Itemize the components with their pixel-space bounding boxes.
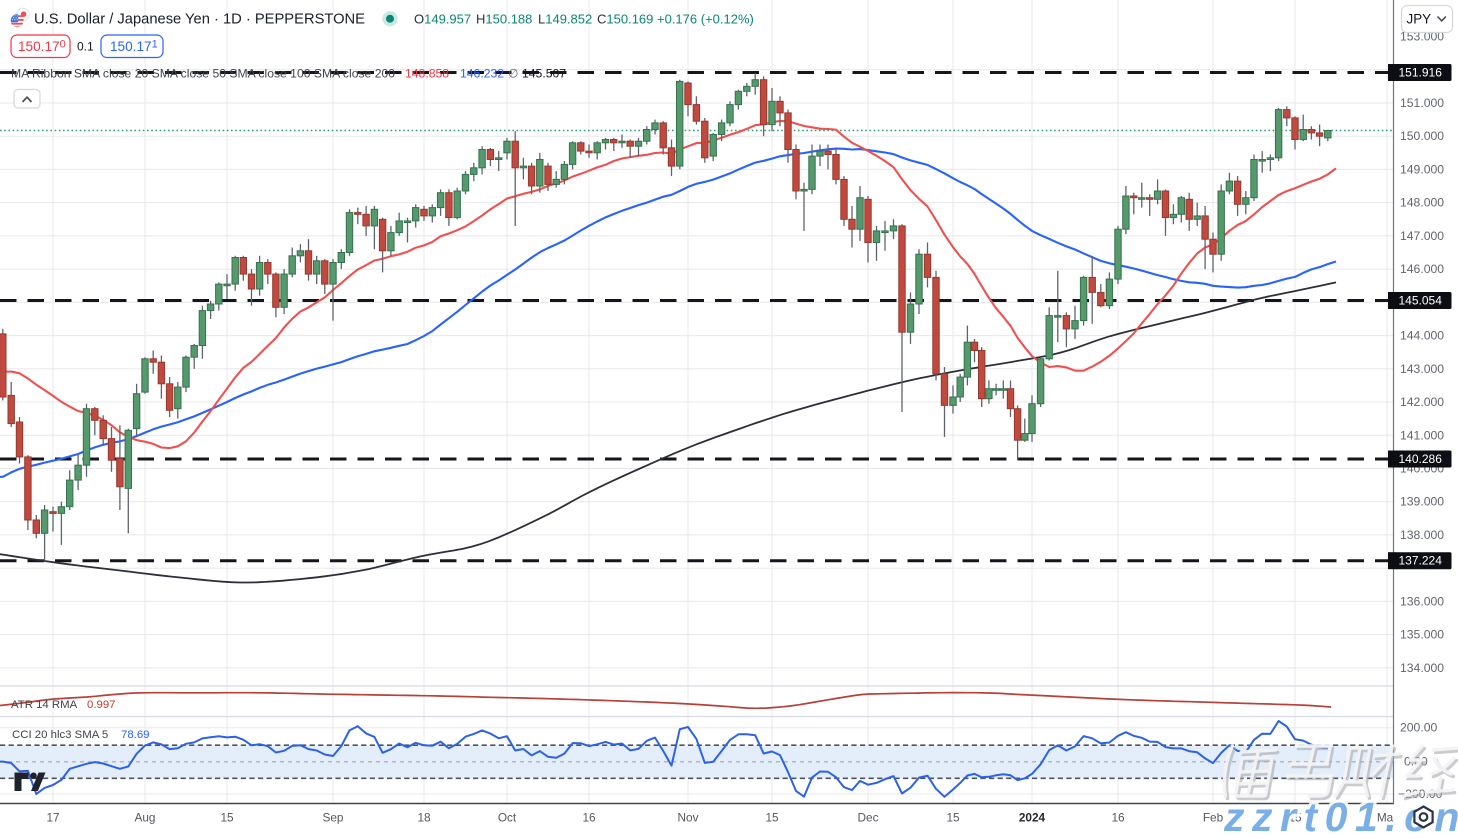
svg-text:146.000: 146.000 <box>1400 262 1444 276</box>
svg-text:150.000: 150.000 <box>1400 129 1444 143</box>
svg-text:2024: 2024 <box>1019 811 1046 825</box>
svg-text:CCI 20 hlc3 SMA 5: CCI 20 hlc3 SMA 5 <box>12 729 108 741</box>
svg-text:Nov: Nov <box>678 811 699 825</box>
svg-text:140.286: 140.286 <box>1399 452 1443 466</box>
svg-text:16: 16 <box>582 811 596 825</box>
svg-text:Dec: Dec <box>858 811 879 825</box>
svg-text:141.000: 141.000 <box>1400 428 1444 442</box>
svg-text:150.170: 150.170 <box>18 39 66 55</box>
svg-text:15: 15 <box>765 811 779 825</box>
svg-text:151.000: 151.000 <box>1400 96 1444 110</box>
svg-text:H150.188: H150.188 <box>476 12 532 27</box>
svg-text:144.000: 144.000 <box>1400 329 1444 343</box>
svg-text:134.000: 134.000 <box>1400 661 1444 675</box>
svg-text:C150.169: C150.169 <box>597 12 653 27</box>
svg-text:136.000: 136.000 <box>1400 594 1444 608</box>
svg-text:15: 15 <box>946 811 960 825</box>
svg-text:143.000: 143.000 <box>1400 362 1444 376</box>
svg-text:Oct: Oct <box>498 811 517 825</box>
svg-text:MA Ribbon SMA close 20 SMA clo: MA Ribbon SMA close 20 SMA close 50 SMA … <box>11 67 395 81</box>
svg-text:16: 16 <box>1111 811 1125 825</box>
svg-text:Aug: Aug <box>135 811 156 825</box>
svg-text:148.000: 148.000 <box>1400 196 1444 210</box>
svg-text:U.S. Dollar / Japanese Yen · 1: U.S. Dollar / Japanese Yen · 1D · PEPPER… <box>34 12 365 28</box>
svg-text:151.916: 151.916 <box>1399 66 1443 80</box>
svg-text:150.171: 150.171 <box>110 39 158 55</box>
svg-text:L149.852: L149.852 <box>538 12 592 27</box>
svg-text:15: 15 <box>1288 811 1302 825</box>
svg-text:O149.957: O149.957 <box>414 12 471 27</box>
svg-text:78.69: 78.69 <box>121 729 150 741</box>
svg-text:137.224: 137.224 <box>1399 554 1443 568</box>
svg-text:0.1: 0.1 <box>77 40 94 54</box>
svg-text:∅: ∅ <box>508 67 519 81</box>
svg-text:Sep: Sep <box>323 811 344 825</box>
svg-text:138.000: 138.000 <box>1400 528 1444 542</box>
svg-text:17: 17 <box>46 811 59 825</box>
svg-text:145.507: 145.507 <box>522 67 566 81</box>
svg-text:Mar: Mar <box>1377 811 1397 825</box>
svg-text:ATR 14 RMA: ATR 14 RMA <box>11 699 78 711</box>
svg-text:139.000: 139.000 <box>1400 495 1444 509</box>
svg-text:142.000: 142.000 <box>1400 395 1444 409</box>
svg-text:145.054: 145.054 <box>1399 294 1443 308</box>
svg-text:0.997: 0.997 <box>87 699 116 711</box>
svg-text:147.000: 147.000 <box>1400 229 1444 243</box>
svg-text:146.232: 146.232 <box>460 67 504 81</box>
svg-text:JPY: JPY <box>1407 12 1432 27</box>
svg-text:18: 18 <box>417 811 431 825</box>
svg-text:Feb: Feb <box>1203 811 1224 825</box>
svg-text:+0.176 (+0.12%): +0.176 (+0.12%) <box>657 12 754 27</box>
svg-text:15: 15 <box>220 811 234 825</box>
svg-text:148.858: 148.858 <box>405 67 449 81</box>
svg-text:200.00: 200.00 <box>1400 721 1437 735</box>
svg-text:149.000: 149.000 <box>1400 162 1444 176</box>
svg-text:135.000: 135.000 <box>1400 628 1444 642</box>
